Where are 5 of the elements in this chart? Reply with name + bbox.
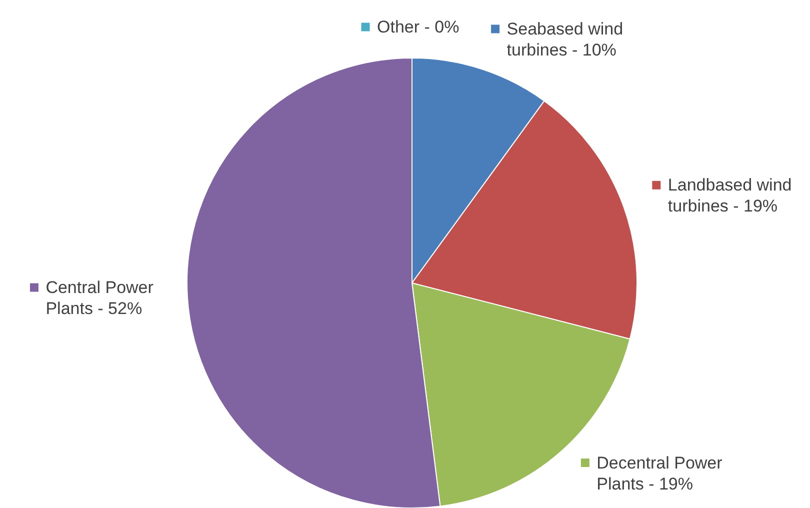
legend-label: Seabased wind turbines - 10%: [506, 19, 624, 60]
legend-label: Central Power Plants - 52%: [46, 278, 154, 318]
legend-label: Landbased wind turbines - 19%: [668, 176, 792, 216]
legend-label: Other - 0%: [377, 18, 460, 36]
legend-label: Decentral Power Plants - 19%: [596, 453, 723, 494]
